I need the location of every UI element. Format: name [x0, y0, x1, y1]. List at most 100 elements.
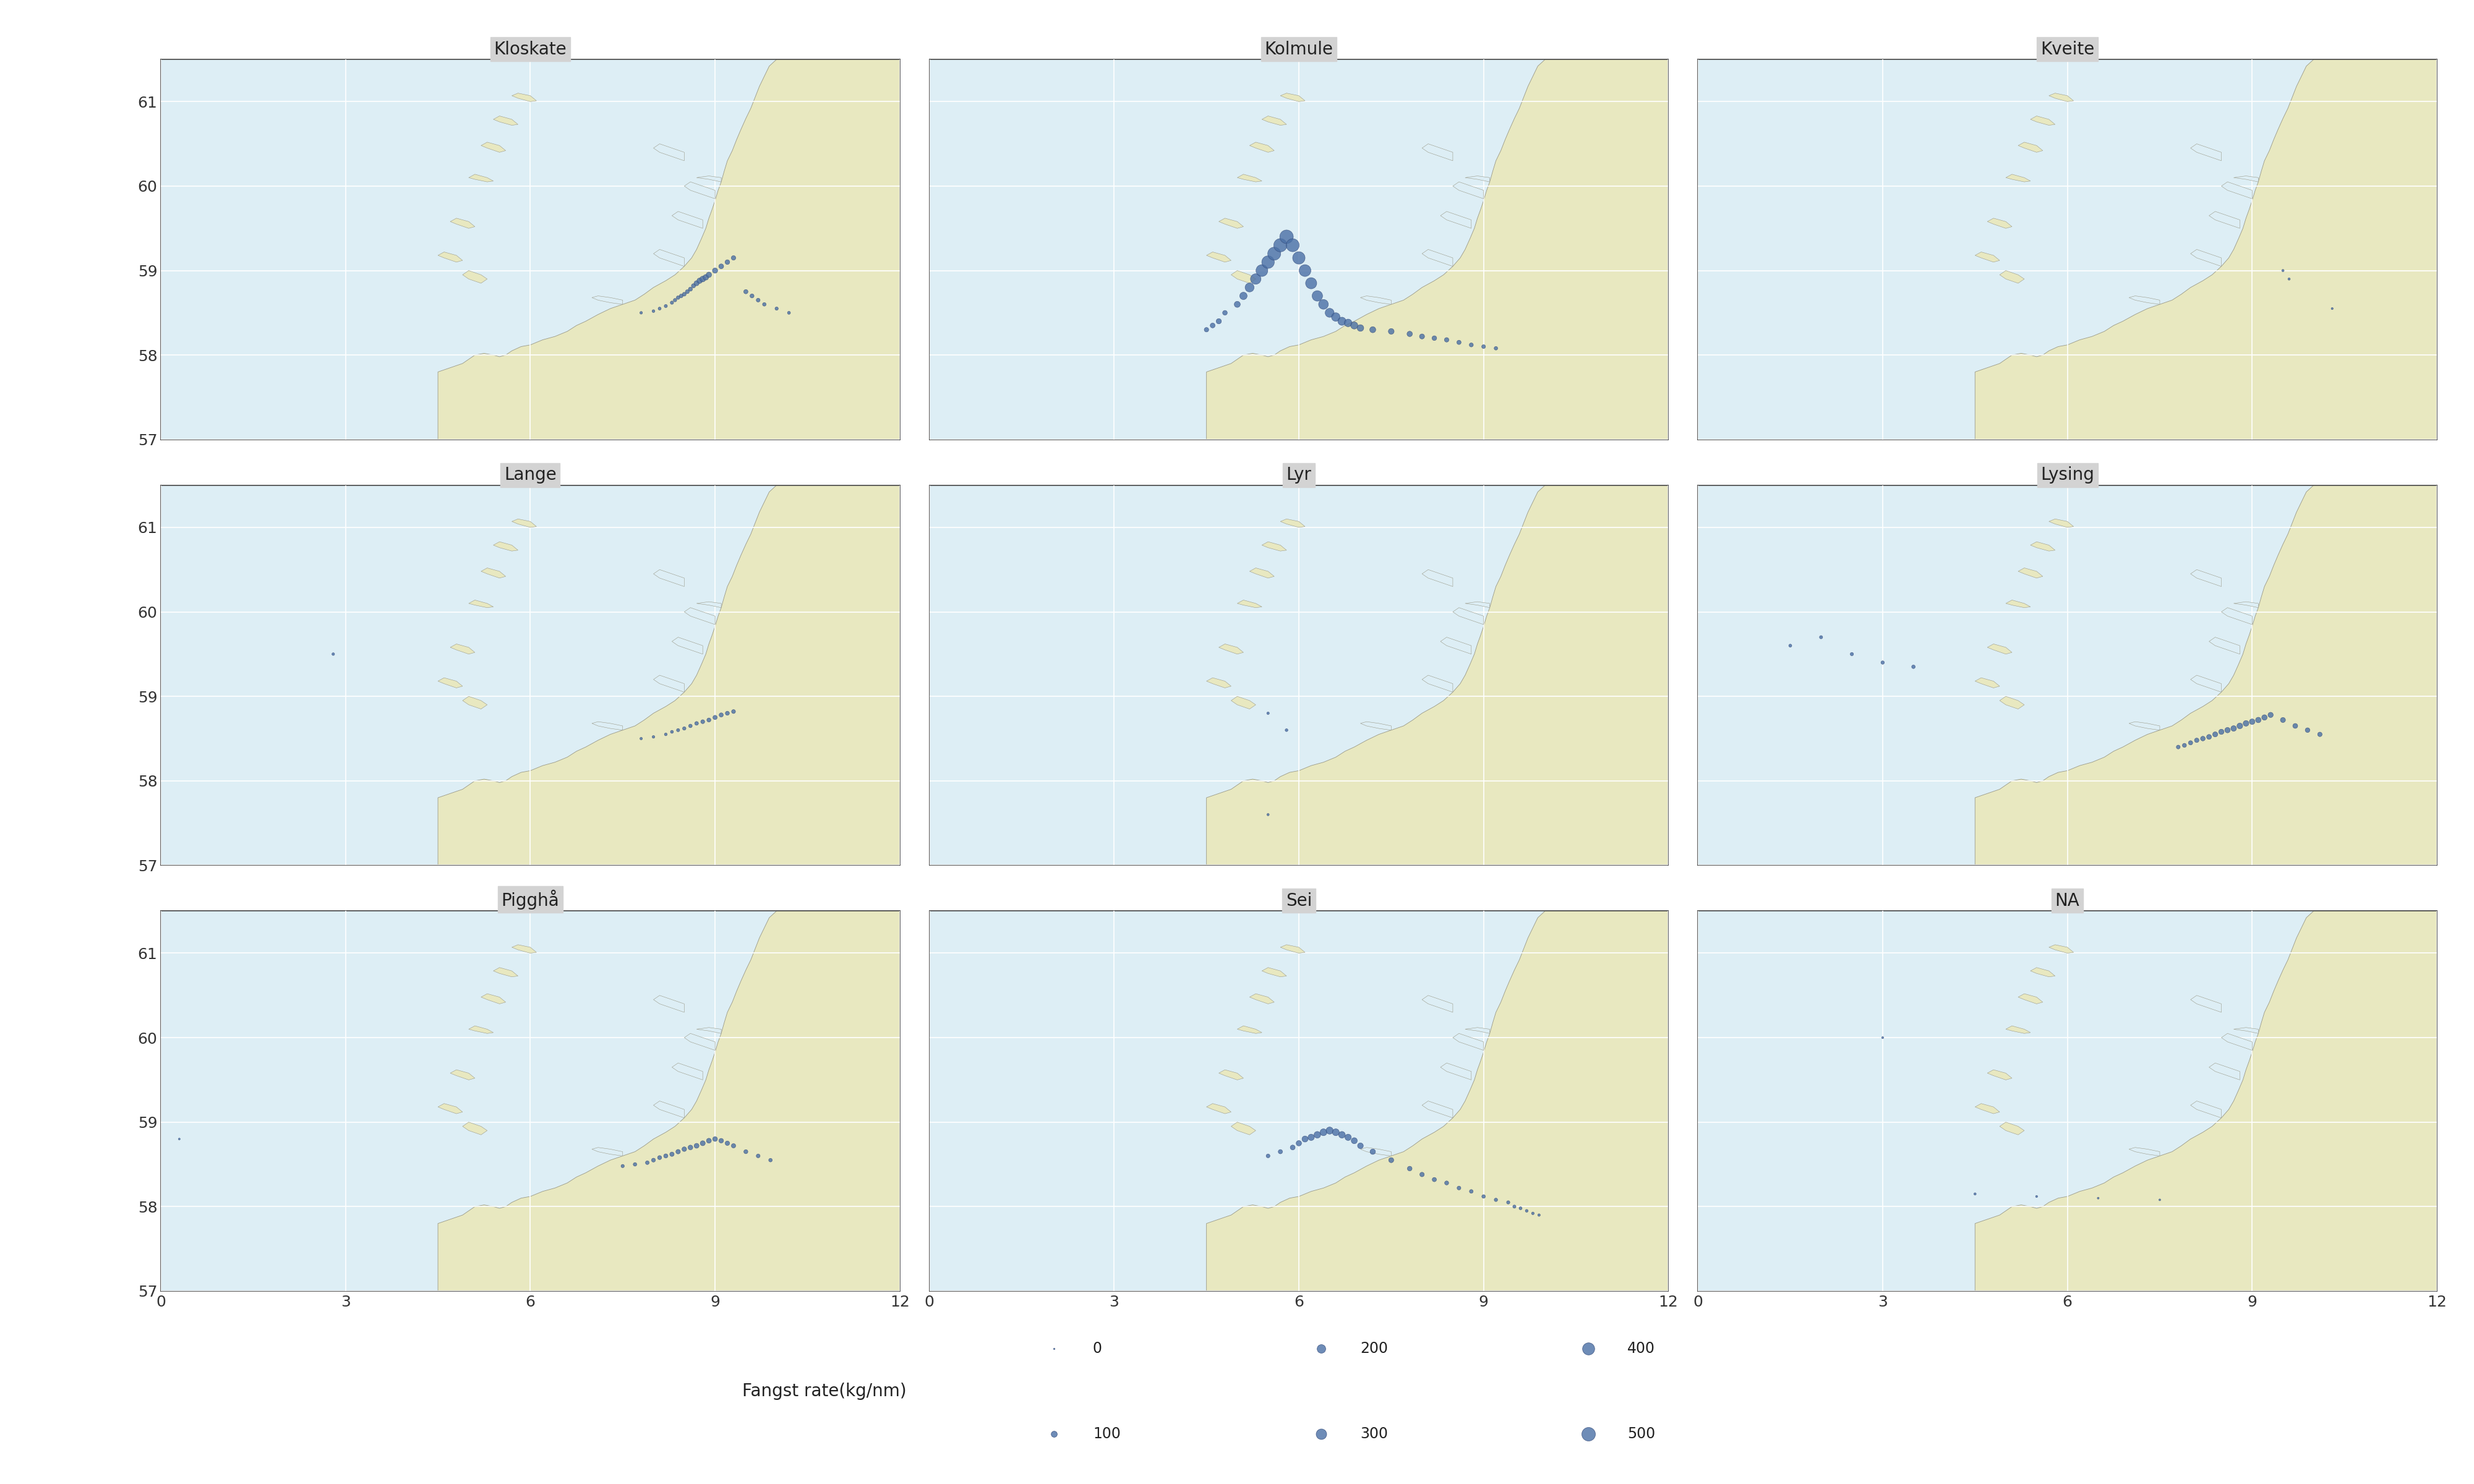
Point [1284, 258, 1324, 282]
Title: Lyr: Lyr [1286, 466, 1311, 484]
Point [1321, 309, 1361, 332]
Polygon shape [591, 1147, 623, 1156]
Point [725, 280, 764, 304]
Point [703, 254, 742, 278]
Point [1371, 319, 1410, 343]
Polygon shape [480, 568, 505, 579]
Polygon shape [2209, 637, 2239, 654]
Polygon shape [1465, 177, 1489, 183]
Point [633, 726, 673, 749]
Point [1452, 332, 1492, 356]
Point [616, 1153, 656, 1177]
Title: NA: NA [2056, 892, 2081, 910]
Point [685, 266, 725, 289]
Polygon shape [1974, 911, 2437, 1291]
Polygon shape [1999, 270, 2024, 283]
Polygon shape [468, 1025, 492, 1033]
Point [683, 267, 722, 291]
Point [2177, 729, 2217, 752]
Polygon shape [1232, 270, 1257, 283]
Point [158, 1128, 198, 1152]
Polygon shape [653, 675, 685, 692]
Point [2078, 1186, 2118, 1209]
Point [683, 709, 722, 733]
Point [641, 1146, 680, 1169]
Title: Pigghå: Pigghå [502, 889, 559, 910]
Point [1034, 1422, 1074, 1445]
Polygon shape [685, 607, 715, 625]
Point [703, 1129, 742, 1153]
Point [1341, 1134, 1380, 1158]
Point [668, 280, 708, 304]
Point [1403, 1162, 1442, 1186]
Point [2207, 718, 2246, 742]
Point [661, 283, 700, 307]
Polygon shape [1423, 570, 1452, 586]
Point [1477, 337, 1517, 361]
Polygon shape [1282, 945, 1304, 953]
Polygon shape [591, 721, 623, 730]
Point [653, 1143, 693, 1166]
Point [1329, 312, 1368, 335]
Polygon shape [1207, 252, 1232, 263]
Point [1249, 702, 1289, 726]
Point [1296, 1123, 1336, 1147]
Polygon shape [1282, 93, 1304, 101]
Polygon shape [1999, 696, 2024, 709]
Polygon shape [1237, 600, 1262, 607]
Polygon shape [1220, 218, 1244, 229]
Polygon shape [438, 1104, 463, 1113]
Point [1415, 1168, 1455, 1192]
Polygon shape [1207, 1104, 1232, 1113]
Point [690, 708, 730, 732]
Polygon shape [1361, 721, 1390, 730]
Polygon shape [1282, 519, 1304, 527]
Point [1440, 1177, 1479, 1201]
Point [2232, 709, 2271, 733]
Polygon shape [1440, 1063, 1472, 1080]
Title: Kolmule: Kolmule [1264, 40, 1333, 58]
Polygon shape [1423, 675, 1452, 692]
Point [1267, 718, 1306, 742]
Point [713, 246, 752, 270]
Polygon shape [2222, 1033, 2251, 1051]
Point [653, 291, 693, 315]
Point [633, 1149, 673, 1172]
Polygon shape [2189, 1101, 2222, 1117]
Point [732, 283, 772, 307]
Point [750, 1149, 789, 1172]
Text: 400: 400 [1628, 1342, 1655, 1356]
Polygon shape [1423, 144, 1452, 160]
Point [1390, 322, 1430, 346]
Point [1309, 301, 1348, 325]
Polygon shape [512, 945, 537, 953]
Polygon shape [2189, 996, 2222, 1012]
Point [656, 288, 695, 312]
Polygon shape [2189, 675, 2222, 692]
Polygon shape [1220, 1070, 1244, 1080]
Point [695, 705, 735, 729]
Point [646, 1144, 685, 1168]
Polygon shape [591, 295, 623, 304]
Polygon shape [512, 519, 537, 527]
Polygon shape [1974, 1104, 1999, 1113]
Polygon shape [2234, 601, 2259, 607]
Point [1514, 1202, 1554, 1226]
Title: Lange: Lange [505, 466, 557, 484]
Point [1254, 242, 1294, 266]
Point [2202, 720, 2241, 743]
Point [695, 1128, 735, 1152]
Point [1217, 292, 1257, 316]
Polygon shape [653, 570, 685, 586]
Polygon shape [2019, 142, 2044, 153]
Point [658, 1140, 698, 1163]
Point [666, 717, 705, 741]
Title: Lysing: Lysing [2041, 466, 2095, 484]
Point [1316, 306, 1356, 329]
Point [314, 643, 354, 666]
Polygon shape [698, 1027, 722, 1033]
Polygon shape [1262, 116, 1286, 125]
Point [1893, 654, 1932, 678]
Point [2016, 1184, 2056, 1208]
Point [1569, 1337, 1608, 1361]
